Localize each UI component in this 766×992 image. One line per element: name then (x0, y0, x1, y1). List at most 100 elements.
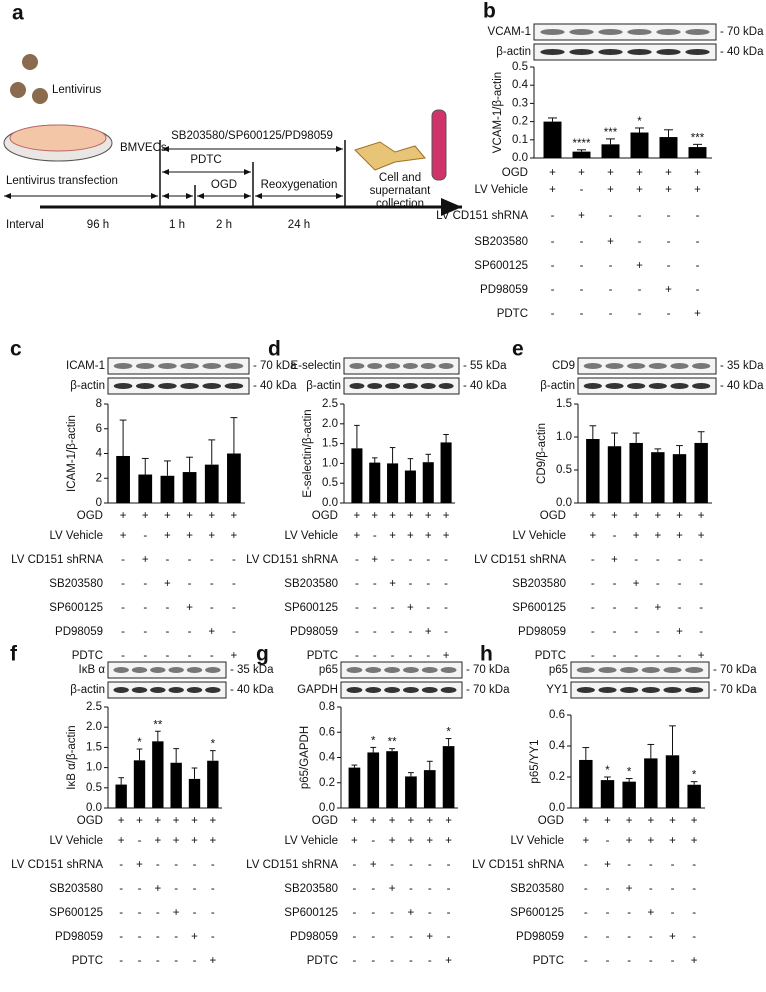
blot-band (605, 383, 624, 389)
treatment-sign: - (409, 931, 413, 943)
bar (579, 759, 593, 808)
y-tick-label: 8 (96, 398, 102, 410)
treatment-sign: - (606, 907, 610, 919)
treatment-sign: - (391, 602, 395, 614)
treatment-sign: + (607, 236, 614, 248)
treatment-sign: - (447, 883, 451, 895)
treatment-sign: - (649, 859, 653, 871)
blot-band (627, 363, 646, 369)
treatment-label: SB203580 (474, 236, 528, 248)
treatment-sign: - (638, 308, 642, 320)
treatment-sign: - (352, 931, 356, 943)
bar (600, 780, 615, 808)
treatment-sign: - (613, 578, 617, 590)
treatment-label: SP600125 (49, 602, 103, 614)
blot-band (583, 363, 602, 369)
treatment-label: PDTC (535, 650, 566, 662)
blot-band (168, 667, 184, 673)
treatment-sign: - (193, 859, 197, 871)
duration-label: 1 h (169, 219, 185, 231)
y-tick-label: 0.5 (556, 464, 572, 476)
blot (107, 661, 227, 679)
blot (533, 23, 717, 41)
y-tick-label: 1.5 (556, 398, 572, 410)
treatment-sign: + (633, 510, 640, 522)
treatment-sign: + (549, 167, 556, 179)
bar (688, 147, 707, 158)
y-axis-label: p65/GAPDH (299, 726, 311, 789)
treatment-sign: + (425, 510, 432, 522)
blot-band (180, 383, 199, 389)
treatment-label: OGD (312, 815, 338, 827)
bar (543, 121, 562, 158)
treatment-label: LV Vehicle (285, 835, 339, 847)
treatment-sign: - (121, 554, 125, 566)
treatment-sign: - (143, 650, 147, 662)
treatment-sign: - (210, 554, 214, 566)
treatment-sign: + (389, 578, 396, 590)
pdtc-label: PDTC (190, 154, 221, 166)
blot-band (598, 687, 617, 693)
bar (405, 776, 417, 808)
treatment-sign: - (667, 260, 671, 272)
bar (348, 767, 361, 808)
treatment-sign: - (426, 554, 430, 566)
treatment-sign: - (580, 260, 584, 272)
virus-icon (10, 82, 26, 98)
treatment-label: PD98059 (290, 626, 338, 638)
treatment-sign: + (173, 835, 180, 847)
treatment-sign: + (698, 510, 705, 522)
treatment-label: SB203580 (284, 883, 338, 895)
treatment-sign: + (669, 815, 676, 827)
treatment-sign: + (647, 835, 654, 847)
blot-band (540, 29, 565, 35)
blot-band (569, 49, 594, 55)
blot-band (656, 29, 681, 35)
blot (343, 357, 460, 375)
treatment-sign: - (119, 931, 123, 943)
treatment-sign: - (609, 308, 613, 320)
y-axis-label: p65/YY1 (529, 739, 541, 783)
treatment-label: LV CD151 shRNA (11, 859, 103, 871)
treatment-sign: + (665, 184, 672, 196)
treatment-label: LV Vehicle (285, 530, 339, 542)
blot-band (641, 667, 660, 673)
treatment-sign: - (638, 236, 642, 248)
y-axis-label: VCAM-1/β-actin (492, 72, 504, 153)
treatment-label: SB203580 (284, 578, 338, 590)
blot-band (113, 687, 129, 693)
blot-band (224, 363, 244, 369)
treatment-sign: - (671, 907, 675, 919)
treatment-sign: + (589, 510, 596, 522)
treatment-sign: + (136, 815, 143, 827)
treatment-sign: + (408, 815, 415, 827)
cells-icon (354, 141, 426, 171)
treatment-sign: - (649, 955, 653, 967)
treatment-sign: + (164, 530, 171, 542)
treatment-sign: - (671, 883, 675, 895)
treatment-sign: - (210, 650, 214, 662)
treatment-sign: - (138, 907, 142, 919)
bar (116, 455, 130, 503)
treatment-sign: + (578, 167, 585, 179)
blot-size: - 70 kDa (253, 360, 297, 372)
treatment-sign: + (142, 554, 149, 566)
bar (367, 752, 380, 808)
blot-size: - 55 kDa (463, 360, 507, 372)
treatment-sign: - (121, 650, 125, 662)
treatment-sign: - (678, 554, 682, 566)
treatment-sign: - (613, 530, 617, 542)
treatment-sign: + (408, 907, 415, 919)
blot-band (569, 29, 594, 35)
blot-size: - 35 kDa (720, 360, 764, 372)
bar (665, 755, 680, 808)
blot-label: p65 (319, 664, 338, 676)
treatment-sign: - (355, 626, 359, 638)
treatment-sign: - (391, 650, 395, 662)
treatment-sign: + (186, 510, 193, 522)
blot-band (202, 363, 222, 369)
treatment-sign: + (669, 931, 676, 943)
blot-band (620, 667, 639, 673)
interval-label: Interval (6, 219, 44, 231)
